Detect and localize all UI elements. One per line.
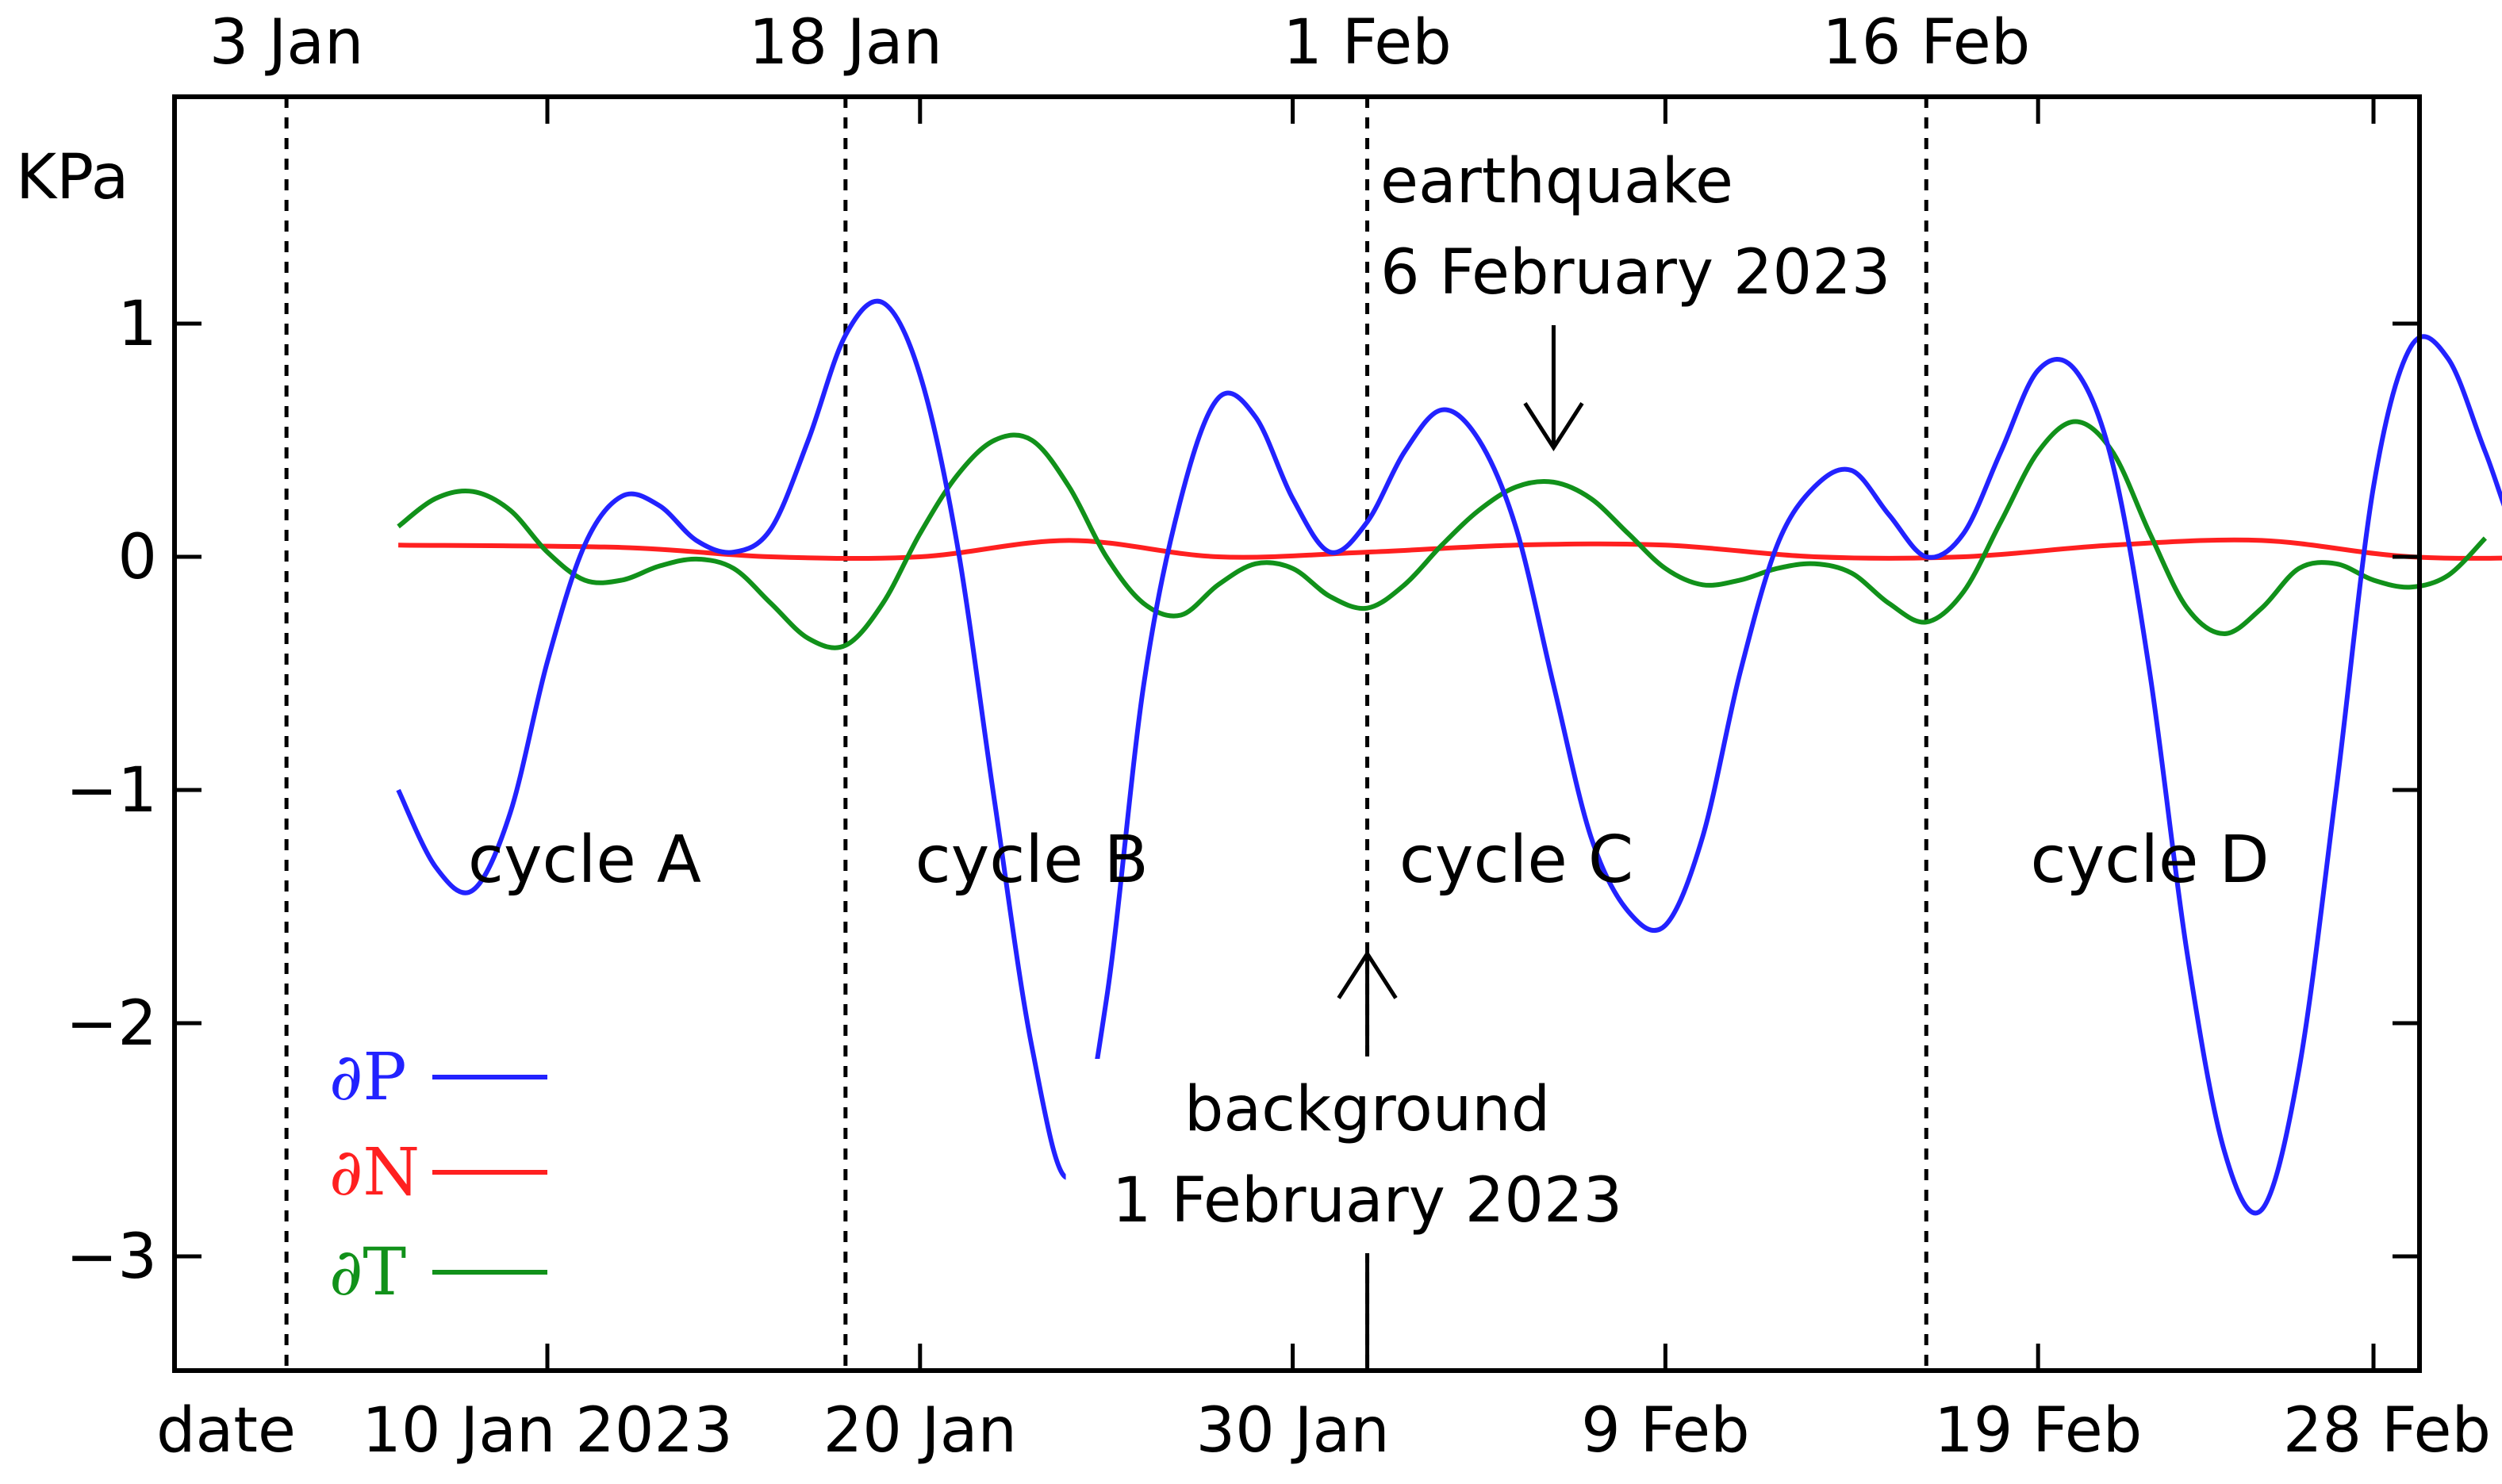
- top-tick-label: 1 Feb: [1283, 7, 1452, 79]
- x-tick-label: 10 Jan 2023: [362, 1395, 733, 1467]
- annotation-text: earthquake: [1380, 146, 1733, 217]
- annotation-text: 6 February 2023: [1380, 237, 1890, 309]
- y-axis-label: KPa: [16, 142, 129, 213]
- top-tick-label: 18 Jan: [749, 7, 942, 79]
- x-tick-label: 30 Jan: [1195, 1395, 1389, 1467]
- series-lines: [396, 298, 2502, 1216]
- legend: ∂P ∂N ∂T: [329, 1040, 547, 1310]
- annotation-text: 1 February 2023: [1112, 1165, 1622, 1237]
- y-tick-label: 0: [117, 522, 157, 593]
- y-tick-label: 1: [117, 289, 157, 360]
- cycle-label: cycle D: [2031, 823, 2270, 898]
- axis-ticks: 3 Jan 18 Jan 1 Feb 16 Feb 1 0 −1 −2 −3 date 10 Jan…: [66, 7, 2491, 1467]
- plot-frame: [172, 94, 2422, 1373]
- cycle-label: cycle A: [468, 823, 701, 898]
- cycle-label: cycle B: [915, 823, 1149, 898]
- annotation-bg: [1065, 1059, 1669, 1253]
- top-tick-label: 3 Jan: [209, 7, 364, 79]
- x-tick-label: 28 Feb: [2283, 1395, 2491, 1467]
- series-line: [398, 537, 2502, 562]
- legend-label: ∂N: [329, 1135, 420, 1210]
- annotation-arrowhead: [1523, 402, 1584, 452]
- y-tick-label: −2: [66, 988, 157, 1060]
- series-line: [396, 298, 2502, 1216]
- legend-label: ∂T: [329, 1235, 406, 1310]
- cycle-label: cycle C: [1399, 823, 1633, 898]
- x-axis-start-label: date: [156, 1395, 296, 1467]
- x-tick-label: 9 Feb: [1581, 1395, 1750, 1467]
- x-tick-label: 19 Feb: [1934, 1395, 2142, 1467]
- annotation-text: background: [1184, 1074, 1550, 1145]
- annotations: cycle A cycle B cycle C cycle D earthquake 6 …: [468, 146, 2270, 1371]
- top-tick-label: 16 Feb: [1822, 7, 2030, 79]
- annotation-arrowhead: [1337, 949, 1398, 999]
- y-tick-label: −3: [66, 1221, 157, 1293]
- legend-label: ∂P: [329, 1040, 407, 1115]
- y-tick-label: −1: [66, 755, 157, 826]
- series-line: [397, 419, 2488, 650]
- x-tick-label: 20 Jan: [823, 1395, 1017, 1467]
